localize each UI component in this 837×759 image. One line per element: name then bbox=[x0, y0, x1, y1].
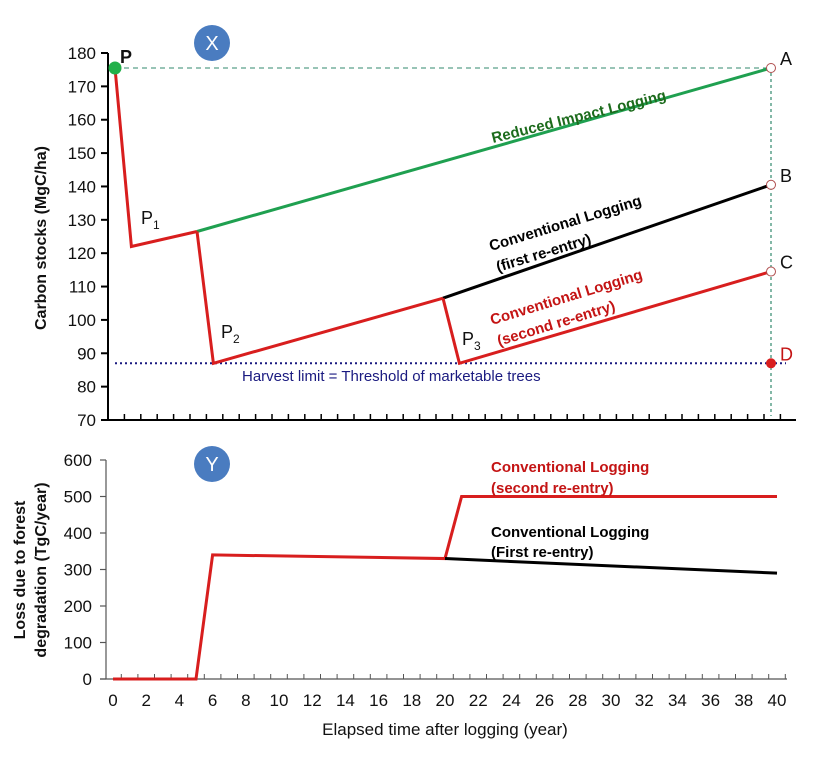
bottom-y-tick-label: 200 bbox=[64, 597, 92, 616]
bottom-series bbox=[113, 495, 778, 681]
bottom-x-tick-label: 2 bbox=[141, 691, 150, 710]
top-y-tick-label: 130 bbox=[68, 211, 96, 230]
bottom-x-tick-label: 12 bbox=[303, 691, 322, 710]
badge-y-circle bbox=[194, 446, 230, 482]
badge-x-label: X bbox=[205, 33, 218, 55]
harvest-limit-label: Harvest limit = Threshold of marketable … bbox=[242, 368, 541, 385]
x-axis-title: Elapsed time after logging (year) bbox=[322, 720, 568, 739]
series-line bbox=[442, 183, 772, 300]
bottom-x-tick-label: 28 bbox=[568, 691, 587, 710]
top-y-tick-label: 160 bbox=[68, 111, 96, 130]
bottom-cl2-label-line1: Conventional Logging bbox=[491, 459, 649, 476]
top-y-tick-label: 150 bbox=[68, 144, 96, 163]
bottom-x-tick-label: 38 bbox=[734, 691, 753, 710]
bottom-x-tick-label: 4 bbox=[175, 691, 184, 710]
bottom-x-tick-label: 22 bbox=[469, 691, 488, 710]
top-y-tick-label: 120 bbox=[68, 244, 96, 263]
point-label: D bbox=[780, 344, 793, 364]
top-points: P A B C D bbox=[108, 47, 793, 369]
bottom-x-tick-label: 20 bbox=[436, 691, 455, 710]
top-y-tick-label: 70 bbox=[77, 411, 96, 430]
bottom-x-tick-label: 40 bbox=[768, 691, 787, 710]
bottom-y-axis-title-line2: degradation (TgC/year) bbox=[33, 482, 50, 657]
series-line bbox=[444, 557, 778, 575]
top-y-tick-label: 90 bbox=[77, 344, 96, 363]
point-label: B bbox=[780, 166, 792, 186]
bottom-x-tick-label: 18 bbox=[402, 691, 421, 710]
ril-label: Reduced Impact Logging bbox=[490, 87, 668, 147]
top-series bbox=[113, 66, 772, 366]
bottom-x-tick-label: 34 bbox=[668, 691, 687, 710]
bottom-x-tick-label: 14 bbox=[336, 691, 355, 710]
top-y-tick-label: 80 bbox=[77, 378, 96, 397]
point-marker bbox=[108, 61, 122, 75]
top-y-tick-label: 170 bbox=[68, 77, 96, 96]
point-marker bbox=[766, 266, 776, 277]
bottom-y-tick-label: 0 bbox=[83, 670, 92, 689]
bottom-cl2-label-line2: (second re-entry) bbox=[491, 480, 614, 497]
bottom-x-tick-label: 26 bbox=[535, 691, 554, 710]
top-y-tick-label: 180 bbox=[68, 44, 96, 63]
bottom-x-tick-label: 36 bbox=[701, 691, 720, 710]
bottom-x-tick-label: 30 bbox=[602, 691, 621, 710]
bottom-x-tick-label: 32 bbox=[635, 691, 654, 710]
series-line bbox=[196, 66, 772, 233]
point-label: P bbox=[120, 47, 132, 67]
series-line bbox=[113, 67, 198, 249]
reference-lines bbox=[115, 67, 786, 416]
series-line bbox=[441, 270, 772, 366]
bottom-y-tick-label: 500 bbox=[64, 488, 92, 507]
bottom-x-tick-label: 0 bbox=[108, 691, 117, 710]
badge-x-circle bbox=[194, 25, 230, 61]
bottom-y-axis-title-line1: Loss due to forest bbox=[12, 500, 29, 639]
p3-label: P3 bbox=[462, 329, 481, 353]
bottom-x-tick-label: 8 bbox=[241, 691, 250, 710]
series-line bbox=[195, 231, 444, 366]
series-line bbox=[113, 495, 777, 681]
bottom-cl1-label-line2: (First re-entry) bbox=[491, 544, 594, 561]
point-label: C bbox=[780, 253, 793, 273]
badge-y-label: Y bbox=[205, 454, 218, 476]
top-y-tick-label: 110 bbox=[69, 278, 96, 297]
top-y-axis-title: Carbon stocks (MgC/ha) bbox=[33, 146, 50, 330]
point-marker bbox=[766, 63, 776, 74]
bottom-y-tick-label: 300 bbox=[64, 561, 92, 580]
top-axes: 70 80 90 100 110 120 130 140 150 160 170 180 bbox=[68, 44, 796, 430]
point-marker bbox=[766, 358, 776, 369]
bottom-y-tick-label: 600 bbox=[64, 451, 92, 470]
bottom-y-tick-label: 100 bbox=[64, 634, 92, 653]
top-y-tick-label: 140 bbox=[68, 177, 96, 196]
bottom-x-tick-label: 24 bbox=[502, 691, 521, 710]
bottom-x-tick-label: 16 bbox=[369, 691, 388, 710]
point-marker bbox=[766, 179, 776, 190]
p2-label: P2 bbox=[221, 322, 240, 346]
bottom-cl1-label-line1: Conventional Logging bbox=[491, 524, 649, 541]
bottom-x-tick-label: 6 bbox=[208, 691, 217, 710]
point-label: A bbox=[780, 49, 792, 69]
bottom-x-tick-label: 10 bbox=[270, 691, 289, 710]
bottom-y-tick-label: 400 bbox=[64, 524, 92, 543]
p1-label: P1 bbox=[141, 208, 160, 232]
top-y-tick-label: 100 bbox=[68, 311, 96, 330]
